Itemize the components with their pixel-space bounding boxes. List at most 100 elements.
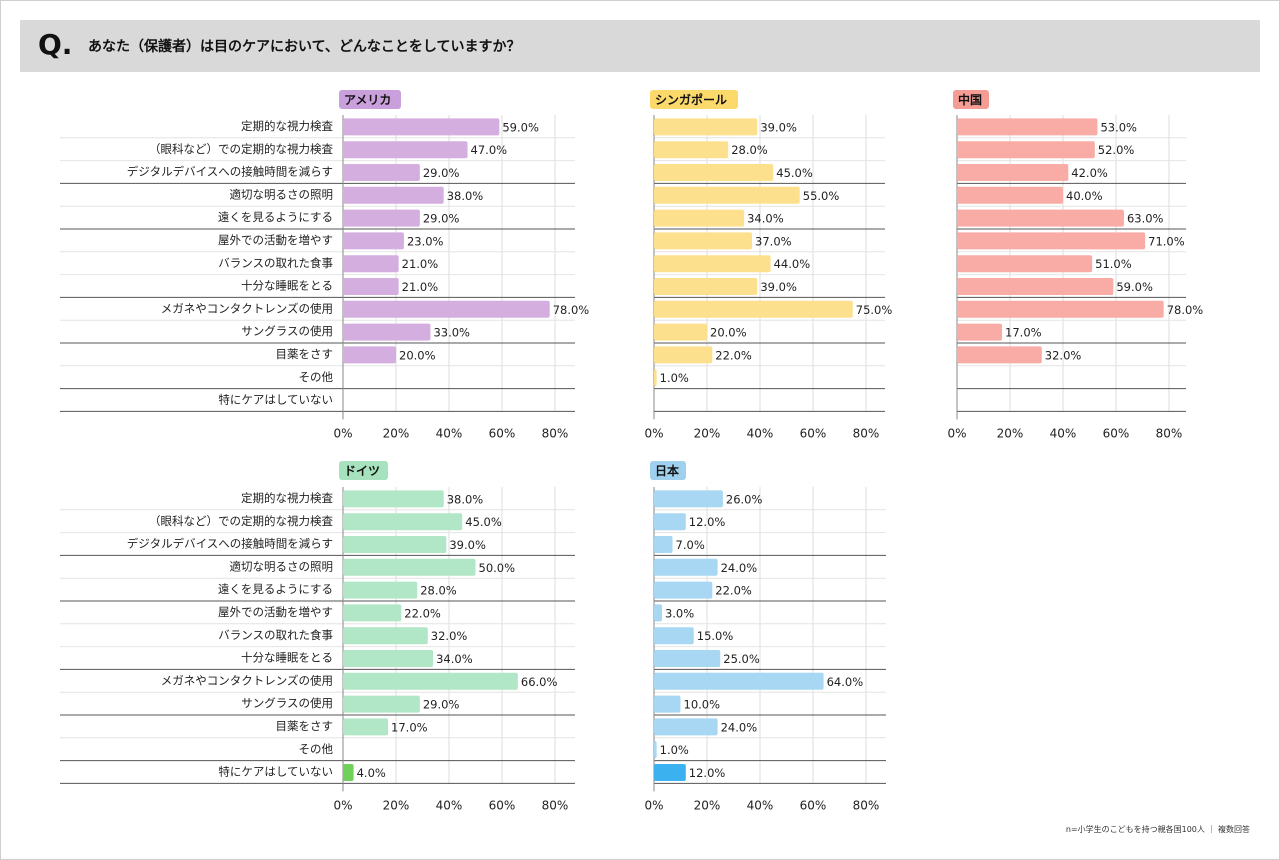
bar (654, 604, 662, 622)
data-label: 34.0% (747, 212, 784, 226)
data-label: 29.0% (423, 166, 460, 180)
bar (654, 536, 673, 553)
data-label: 75.0% (856, 303, 893, 317)
data-label: 50.0% (479, 561, 516, 575)
x-tick-label: 40% (436, 798, 463, 812)
data-label: 40.0% (1066, 189, 1103, 203)
x-tick-label: 20% (694, 798, 721, 812)
bar (654, 346, 713, 364)
panel-label-badge (650, 461, 686, 480)
panel-label-badge (339, 461, 388, 480)
bar (343, 490, 444, 508)
data-label: 45.0% (776, 166, 813, 180)
bar (343, 118, 500, 136)
data-label: 10.0% (684, 698, 721, 712)
panel-label: シンガポール (655, 92, 727, 107)
x-tick-label: 0% (333, 798, 352, 812)
x-tick-label: 40% (747, 798, 774, 812)
bar (343, 650, 434, 667)
data-label: 45.0% (465, 515, 502, 529)
category-label: 十分な睡眠をとる (241, 279, 333, 293)
bar (957, 255, 1093, 273)
data-label: 39.0% (449, 538, 486, 552)
data-label: 22.0% (404, 606, 441, 620)
bar (343, 209, 420, 227)
data-label: 1.0% (660, 371, 689, 385)
bar (343, 323, 431, 341)
x-tick-label: 0% (333, 426, 352, 440)
bar (343, 718, 389, 736)
data-label: 26.0% (726, 492, 763, 506)
data-label: 29.0% (423, 698, 460, 712)
bar (654, 764, 686, 781)
category-label: 特にケアはしていない (218, 393, 333, 407)
data-label: 71.0% (1148, 234, 1185, 248)
bar (343, 764, 354, 781)
data-label: 20.0% (399, 348, 436, 362)
bar (957, 278, 1114, 295)
data-label: 39.0% (760, 120, 797, 134)
x-tick-label: 20% (997, 426, 1024, 440)
panel-label-badge (339, 90, 401, 109)
data-label: 42.0% (1071, 166, 1108, 180)
category-label: その他 (299, 742, 334, 756)
data-label: 32.0% (431, 629, 468, 643)
data-label: 28.0% (731, 143, 768, 157)
data-label: 29.0% (423, 212, 460, 226)
bar (957, 118, 1098, 136)
bar (654, 695, 681, 713)
data-label: 66.0% (521, 675, 558, 689)
bar (343, 627, 428, 645)
category-label: バランスの取れた食事 (218, 628, 333, 642)
bar (343, 581, 418, 599)
bar (343, 255, 399, 273)
bar (654, 278, 758, 295)
bar (654, 141, 729, 159)
data-label: 64.0% (827, 675, 864, 689)
bar (654, 627, 694, 645)
bar (343, 164, 420, 181)
category-label: 定期的な視力検査 (241, 119, 333, 133)
data-label: 38.0% (447, 189, 484, 203)
x-tick-label: 20% (383, 426, 410, 440)
category-label: 屋外での活動を増やす (218, 605, 333, 619)
bar (654, 323, 707, 341)
bar (957, 186, 1063, 204)
data-label: 47.0% (471, 143, 508, 157)
data-label: 20.0% (710, 326, 747, 340)
bar (654, 581, 713, 599)
x-tick-label: 80% (1156, 426, 1183, 440)
category-label: 目薬をさす (276, 719, 334, 733)
data-label: 21.0% (402, 280, 439, 294)
panel-label-badge (953, 90, 989, 109)
bar (343, 346, 396, 364)
bar (957, 164, 1069, 181)
bar (343, 232, 404, 250)
bar (957, 323, 1003, 341)
question-header: Q. あなた（保護者）は目のケアにおいて、どんなことをしていますか？ (20, 20, 1260, 72)
data-label: 38.0% (447, 492, 484, 506)
panel-label: 中国 (958, 92, 982, 107)
data-label: 51.0% (1095, 257, 1132, 271)
bar (654, 186, 800, 204)
question-text: あなた（保護者）は目のケアにおいて、どんなことをしていますか？ (88, 39, 521, 55)
x-tick-label: 20% (694, 426, 721, 440)
bar (654, 650, 721, 667)
category-label: 十分な睡眠をとる (241, 651, 333, 665)
data-label: 24.0% (721, 720, 758, 734)
bar (654, 255, 771, 273)
data-label: 33.0% (433, 326, 470, 340)
data-label: 55.0% (803, 189, 840, 203)
category-label: 適切な明るさの照明 (230, 187, 334, 201)
bar (343, 536, 447, 553)
bar (654, 490, 723, 508)
bar (654, 513, 686, 531)
category-label: メガネやコンタクトレンズの使用 (161, 301, 333, 315)
bar (654, 741, 657, 759)
category-label: サングラスの使用 (241, 324, 333, 338)
category-label: 屋外での活動を増やす (218, 233, 333, 247)
x-tick-label: 80% (542, 426, 569, 440)
x-tick-label: 80% (853, 798, 880, 812)
category-label: メガネやコンタクトレンズの使用 (161, 673, 333, 687)
